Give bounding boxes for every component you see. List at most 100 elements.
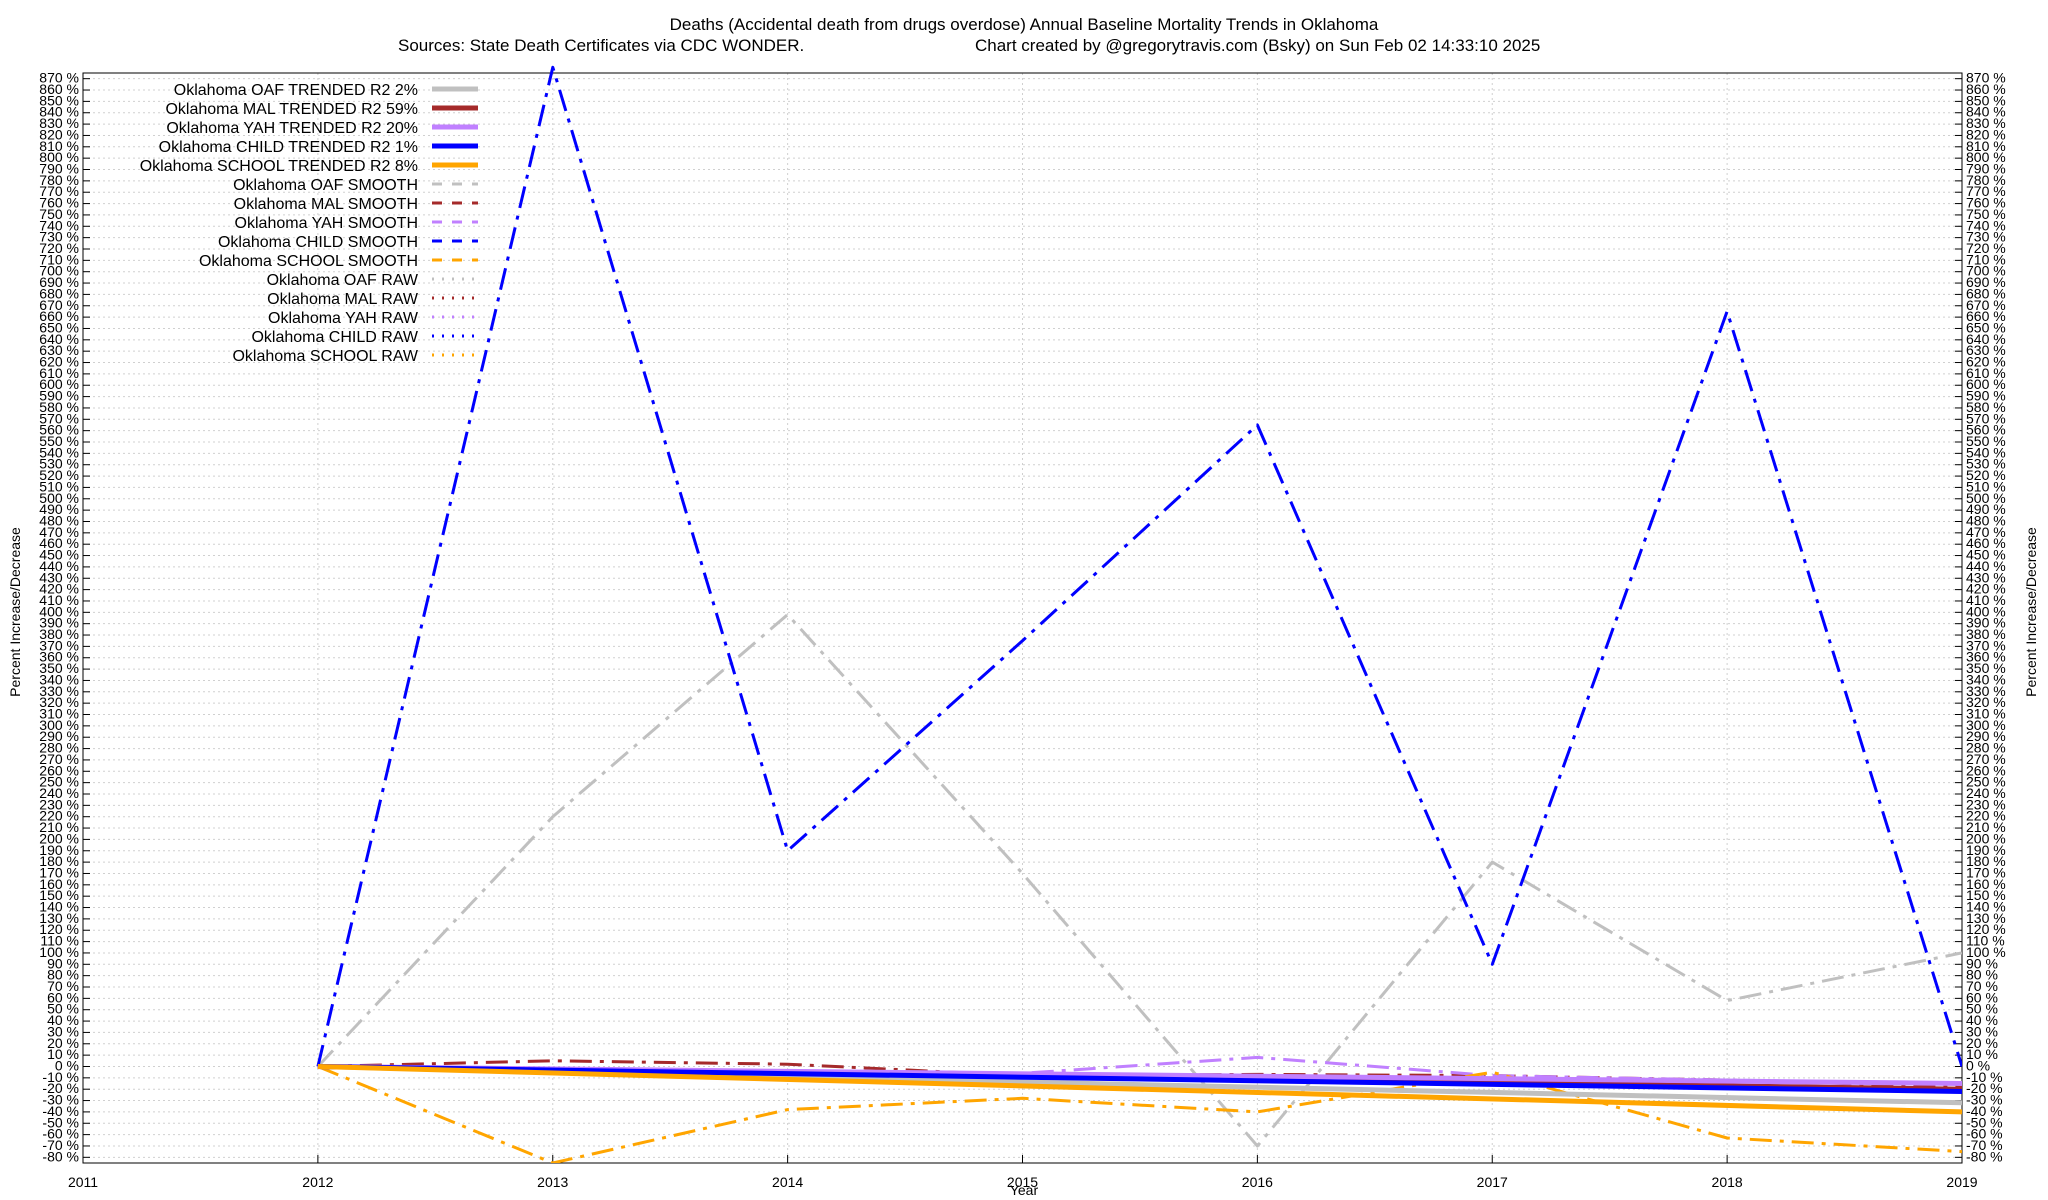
- y-tick-label: 180 %: [39, 853, 79, 869]
- y-tick-label: 580 %: [39, 399, 79, 415]
- y-tick-label: 50 %: [47, 1001, 79, 1017]
- y-tick-label: 650 %: [1966, 319, 2006, 335]
- y-tick-label: 190 %: [1966, 842, 2006, 858]
- y-tick-label: 660 %: [39, 308, 79, 324]
- y-tick-label: 610 %: [39, 365, 79, 381]
- y-tick-label: 830 %: [39, 115, 79, 131]
- grid: [82, 73, 1963, 1163]
- y-tick-label: 530 %: [39, 456, 79, 472]
- y-tick-label: 690 %: [39, 274, 79, 290]
- y-tick-label: 560 %: [39, 422, 79, 438]
- y-tick-label: 610 %: [1966, 365, 2006, 381]
- y-tick-label: 100 %: [1966, 944, 2006, 960]
- x-tick-label: 2013: [537, 1174, 568, 1190]
- y-tick-label: 300 %: [39, 717, 79, 733]
- y-tick-label: 760 %: [39, 195, 79, 211]
- y-tick-label: 150 %: [1966, 887, 2006, 903]
- y-tick-label: 600 %: [1966, 376, 2006, 392]
- y-tick-label: 640 %: [1966, 331, 2006, 347]
- y-tick-label: 790 %: [39, 161, 79, 177]
- y-tick-label: -70 %: [42, 1137, 79, 1153]
- y-tick-label: 600 %: [39, 376, 79, 392]
- y-tick-label: 150 %: [39, 887, 79, 903]
- y-tick-label: 460 %: [39, 535, 79, 551]
- y-tick-label: 580 %: [1966, 399, 2006, 415]
- y-tick-label: 120 %: [39, 921, 79, 937]
- y-tick-label: 180 %: [1966, 853, 2006, 869]
- y-tick-label: 770 %: [39, 183, 79, 199]
- y-tick-label: 370 %: [1966, 637, 2006, 653]
- series-lines: [316, 65, 1962, 1163]
- y-tick-label: 550 %: [1966, 433, 2006, 449]
- y-tick-label: 450 %: [39, 547, 79, 563]
- y-tick-label: 630 %: [1966, 342, 2006, 358]
- y-tick-label: 80 %: [1966, 967, 1998, 983]
- y-tick-label: 220 %: [39, 808, 79, 824]
- y-tick-label: 780 %: [1966, 172, 2006, 188]
- y-tick-label: 30 %: [47, 1023, 79, 1039]
- y-tick-label: 80 %: [47, 967, 79, 983]
- y-tick-label: 520 %: [39, 467, 79, 483]
- y-tick-label: 380 %: [1966, 626, 2006, 642]
- legend-label: Oklahoma CHILD RAW: [251, 329, 418, 346]
- x-tick-label: 2015: [1007, 1174, 1038, 1190]
- y-tick-label: 850 %: [1966, 92, 2006, 108]
- y-tick-label: 520 %: [1966, 467, 2006, 483]
- y-tick-label: 480 %: [1966, 512, 2006, 528]
- x-tick-label: 2012: [302, 1174, 333, 1190]
- series-line-oklahoma-child-trended-r2-1: [317, 1064, 1962, 1094]
- y-tick-label: 500 %: [1966, 490, 2006, 506]
- y-tick-label: -80 %: [1966, 1148, 2003, 1164]
- y-tick-label: 170 %: [39, 864, 79, 880]
- y-tick-label: 0 %: [1966, 1057, 1990, 1073]
- y-tick-label: 500 %: [39, 490, 79, 506]
- y-tick-label: 690 %: [1966, 274, 2006, 290]
- x-axis: 2011 2012 2013 2014 2015 2016 2017 2018 2019: [68, 1155, 1978, 1190]
- y-tick-label: 20 %: [47, 1035, 79, 1051]
- y-tick-label: 60 %: [1966, 989, 1998, 1005]
- y-tick-label: 620 %: [1966, 354, 2006, 370]
- x-axis-label: Year: [1010, 1182, 1039, 1198]
- y-tick-label: 410 %: [39, 592, 79, 608]
- y-tick-label: 10 %: [1966, 1046, 1998, 1062]
- y-axis-right: -80 %-70 %-60 %-50 %-40 %-30 %-20 %-10 %…: [1955, 70, 2006, 1164]
- y-tick-label: -20 %: [42, 1080, 79, 1096]
- y-tick-label: 810 %: [39, 138, 79, 154]
- y-tick-label: 210 %: [1966, 819, 2006, 835]
- y-tick-label: 130 %: [39, 910, 79, 926]
- y-tick-label: 730 %: [1966, 229, 2006, 245]
- y-tick-label: 370 %: [39, 637, 79, 653]
- y-tick-label: 710 %: [39, 251, 79, 267]
- y-tick-label: 870 %: [1966, 70, 2006, 86]
- y-tick-label: 380 %: [39, 626, 79, 642]
- y-tick-label: 640 %: [39, 331, 79, 347]
- y-tick-label: 90 %: [1966, 955, 1998, 971]
- y-tick-label: 70 %: [47, 978, 79, 994]
- y-tick-label: 720 %: [39, 240, 79, 256]
- y-tick-label: 280 %: [39, 740, 79, 756]
- y-tick-label: 280 %: [1966, 740, 2006, 756]
- y-tick-label: 860 %: [1966, 81, 2006, 97]
- legend-label: Oklahoma CHILD TRENDED R2 1%: [159, 139, 418, 156]
- legend-label: Oklahoma YAH TRENDED R2 20%: [166, 120, 418, 137]
- y-tick-label: 470 %: [39, 524, 79, 540]
- y-tick-label: 750 %: [1966, 206, 2006, 222]
- chart-subtitle-source: Sources: State Death Certificates via CD…: [398, 36, 804, 55]
- y-tick-label: 490 %: [39, 501, 79, 517]
- legend-label: Oklahoma SCHOOL TRENDED R2 8%: [140, 158, 418, 175]
- y-tick-label: 300 %: [1966, 717, 2006, 733]
- y-tick-label: 620 %: [39, 354, 79, 370]
- y-tick-label: 270 %: [1966, 751, 2006, 767]
- y-tick-label: 510 %: [1966, 478, 2006, 494]
- y-tick-label: 820 %: [1966, 126, 2006, 142]
- y-tick-label: -60 %: [42, 1126, 79, 1142]
- y-tick-label: 250 %: [39, 774, 79, 790]
- y-tick-label: 210 %: [39, 819, 79, 835]
- y-tick-label: 20 %: [1966, 1035, 1998, 1051]
- y-tick-label: 740 %: [1966, 217, 2006, 233]
- x-tick-label: 2011: [68, 1174, 98, 1190]
- y-tick-label: 310 %: [39, 706, 79, 722]
- y-tick-label: 440 %: [39, 558, 79, 574]
- y-tick-label: 400 %: [1966, 603, 2006, 619]
- y-tick-label: 430 %: [39, 569, 79, 585]
